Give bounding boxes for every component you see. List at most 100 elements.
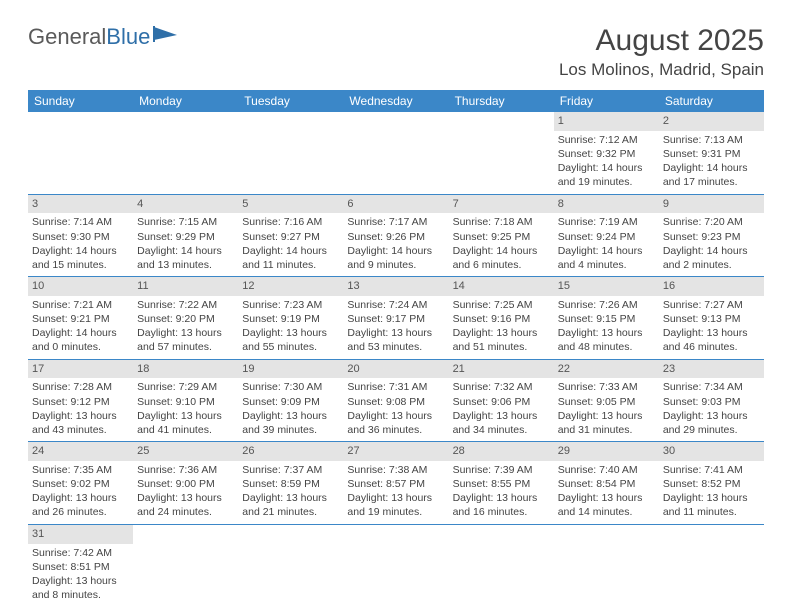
sunset-line: Sunset: 9:20 PM (137, 312, 234, 326)
page-title: August 2025 (559, 24, 764, 58)
daylight-line: Daylight: 13 hours and 34 minutes. (453, 409, 550, 437)
sunset-line: Sunset: 9:23 PM (663, 230, 760, 244)
sunrise-line: Sunrise: 7:12 AM (558, 133, 655, 147)
calendar-cell: 21Sunrise: 7:32 AMSunset: 9:06 PMDayligh… (449, 359, 554, 442)
day-header-row: SundayMondayTuesdayWednesdayThursdayFrid… (28, 90, 764, 112)
day-body: Sunrise: 7:22 AMSunset: 9:20 PMDaylight:… (133, 296, 238, 359)
sunrise-line: Sunrise: 7:14 AM (32, 215, 129, 229)
day-number: 2 (659, 112, 764, 131)
sunset-line: Sunset: 9:00 PM (137, 477, 234, 491)
daylight-line: Daylight: 13 hours and 57 minutes. (137, 326, 234, 354)
calendar-cell: 3Sunrise: 7:14 AMSunset: 9:30 PMDaylight… (28, 194, 133, 277)
sunrise-line: Sunrise: 7:31 AM (347, 380, 444, 394)
sunset-line: Sunset: 9:30 PM (32, 230, 129, 244)
day-number: 7 (449, 195, 554, 214)
sunrise-line: Sunrise: 7:42 AM (32, 546, 129, 560)
sunset-line: Sunset: 9:21 PM (32, 312, 129, 326)
calendar-cell (343, 524, 448, 606)
calendar-cell: 27Sunrise: 7:38 AMSunset: 8:57 PMDayligh… (343, 442, 448, 525)
day-number: 23 (659, 360, 764, 379)
daylight-line: Daylight: 13 hours and 11 minutes. (663, 491, 760, 519)
logo-text-1: General (28, 24, 106, 50)
day-number: 21 (449, 360, 554, 379)
calendar-cell: 15Sunrise: 7:26 AMSunset: 9:15 PMDayligh… (554, 277, 659, 360)
day-number: 4 (133, 195, 238, 214)
day-body: Sunrise: 7:15 AMSunset: 9:29 PMDaylight:… (133, 213, 238, 276)
calendar-cell: 7Sunrise: 7:18 AMSunset: 9:25 PMDaylight… (449, 194, 554, 277)
day-number: 12 (238, 277, 343, 296)
sunrise-line: Sunrise: 7:33 AM (558, 380, 655, 394)
header: GeneralBlue August 2025 Los Molinos, Mad… (28, 24, 764, 80)
calendar-week: 31Sunrise: 7:42 AMSunset: 8:51 PMDayligh… (28, 524, 764, 606)
daylight-line: Daylight: 13 hours and 19 minutes. (347, 491, 444, 519)
sunset-line: Sunset: 9:31 PM (663, 147, 760, 161)
sunset-line: Sunset: 9:16 PM (453, 312, 550, 326)
calendar-cell (238, 112, 343, 194)
daylight-line: Daylight: 13 hours and 8 minutes. (32, 574, 129, 602)
day-body: Sunrise: 7:18 AMSunset: 9:25 PMDaylight:… (449, 213, 554, 276)
sunset-line: Sunset: 8:55 PM (453, 477, 550, 491)
sunrise-line: Sunrise: 7:21 AM (32, 298, 129, 312)
calendar-cell (343, 112, 448, 194)
sunrise-line: Sunrise: 7:35 AM (32, 463, 129, 477)
day-number: 28 (449, 442, 554, 461)
day-number: 24 (28, 442, 133, 461)
sunrise-line: Sunrise: 7:25 AM (453, 298, 550, 312)
daylight-line: Daylight: 14 hours and 2 minutes. (663, 244, 760, 272)
day-number: 15 (554, 277, 659, 296)
sunset-line: Sunset: 9:12 PM (32, 395, 129, 409)
calendar-cell: 5Sunrise: 7:16 AMSunset: 9:27 PMDaylight… (238, 194, 343, 277)
sunrise-line: Sunrise: 7:17 AM (347, 215, 444, 229)
day-body: Sunrise: 7:32 AMSunset: 9:06 PMDaylight:… (449, 378, 554, 441)
day-body: Sunrise: 7:28 AMSunset: 9:12 PMDaylight:… (28, 378, 133, 441)
sunrise-line: Sunrise: 7:38 AM (347, 463, 444, 477)
daylight-line: Daylight: 13 hours and 39 minutes. (242, 409, 339, 437)
daylight-line: Daylight: 14 hours and 9 minutes. (347, 244, 444, 272)
day-number: 9 (659, 195, 764, 214)
calendar-cell: 28Sunrise: 7:39 AMSunset: 8:55 PMDayligh… (449, 442, 554, 525)
calendar-cell: 1Sunrise: 7:12 AMSunset: 9:32 PMDaylight… (554, 112, 659, 194)
day-body: Sunrise: 7:35 AMSunset: 9:02 PMDaylight:… (28, 461, 133, 524)
sunset-line: Sunset: 9:27 PM (242, 230, 339, 244)
calendar-cell (238, 524, 343, 606)
day-body: Sunrise: 7:23 AMSunset: 9:19 PMDaylight:… (238, 296, 343, 359)
calendar-cell: 30Sunrise: 7:41 AMSunset: 8:52 PMDayligh… (659, 442, 764, 525)
sunset-line: Sunset: 9:06 PM (453, 395, 550, 409)
calendar-cell: 17Sunrise: 7:28 AMSunset: 9:12 PMDayligh… (28, 359, 133, 442)
day-number: 22 (554, 360, 659, 379)
day-body: Sunrise: 7:38 AMSunset: 8:57 PMDaylight:… (343, 461, 448, 524)
sunrise-line: Sunrise: 7:27 AM (663, 298, 760, 312)
sunrise-line: Sunrise: 7:30 AM (242, 380, 339, 394)
daylight-line: Daylight: 13 hours and 16 minutes. (453, 491, 550, 519)
day-body: Sunrise: 7:41 AMSunset: 8:52 PMDaylight:… (659, 461, 764, 524)
day-body: Sunrise: 7:12 AMSunset: 9:32 PMDaylight:… (554, 131, 659, 194)
calendar-cell (133, 524, 238, 606)
day-header: Saturday (659, 90, 764, 112)
sunset-line: Sunset: 9:15 PM (558, 312, 655, 326)
day-number: 8 (554, 195, 659, 214)
calendar-week: 24Sunrise: 7:35 AMSunset: 9:02 PMDayligh… (28, 442, 764, 525)
calendar-cell: 20Sunrise: 7:31 AMSunset: 9:08 PMDayligh… (343, 359, 448, 442)
day-body: Sunrise: 7:21 AMSunset: 9:21 PMDaylight:… (28, 296, 133, 359)
sunrise-line: Sunrise: 7:20 AM (663, 215, 760, 229)
sunset-line: Sunset: 9:25 PM (453, 230, 550, 244)
day-header: Tuesday (238, 90, 343, 112)
day-number: 19 (238, 360, 343, 379)
calendar-cell: 10Sunrise: 7:21 AMSunset: 9:21 PMDayligh… (28, 277, 133, 360)
day-body: Sunrise: 7:31 AMSunset: 9:08 PMDaylight:… (343, 378, 448, 441)
sunrise-line: Sunrise: 7:22 AM (137, 298, 234, 312)
daylight-line: Daylight: 13 hours and 31 minutes. (558, 409, 655, 437)
day-number: 10 (28, 277, 133, 296)
sunrise-line: Sunrise: 7:16 AM (242, 215, 339, 229)
sunset-line: Sunset: 9:24 PM (558, 230, 655, 244)
day-body: Sunrise: 7:27 AMSunset: 9:13 PMDaylight:… (659, 296, 764, 359)
sunset-line: Sunset: 9:19 PM (242, 312, 339, 326)
sunrise-line: Sunrise: 7:29 AM (137, 380, 234, 394)
day-body: Sunrise: 7:40 AMSunset: 8:54 PMDaylight:… (554, 461, 659, 524)
calendar-table: SundayMondayTuesdayWednesdayThursdayFrid… (28, 90, 764, 606)
day-number: 30 (659, 442, 764, 461)
daylight-line: Daylight: 13 hours and 21 minutes. (242, 491, 339, 519)
logo-text-2: Blue (106, 24, 150, 50)
calendar-cell: 4Sunrise: 7:15 AMSunset: 9:29 PMDaylight… (133, 194, 238, 277)
sunrise-line: Sunrise: 7:26 AM (558, 298, 655, 312)
